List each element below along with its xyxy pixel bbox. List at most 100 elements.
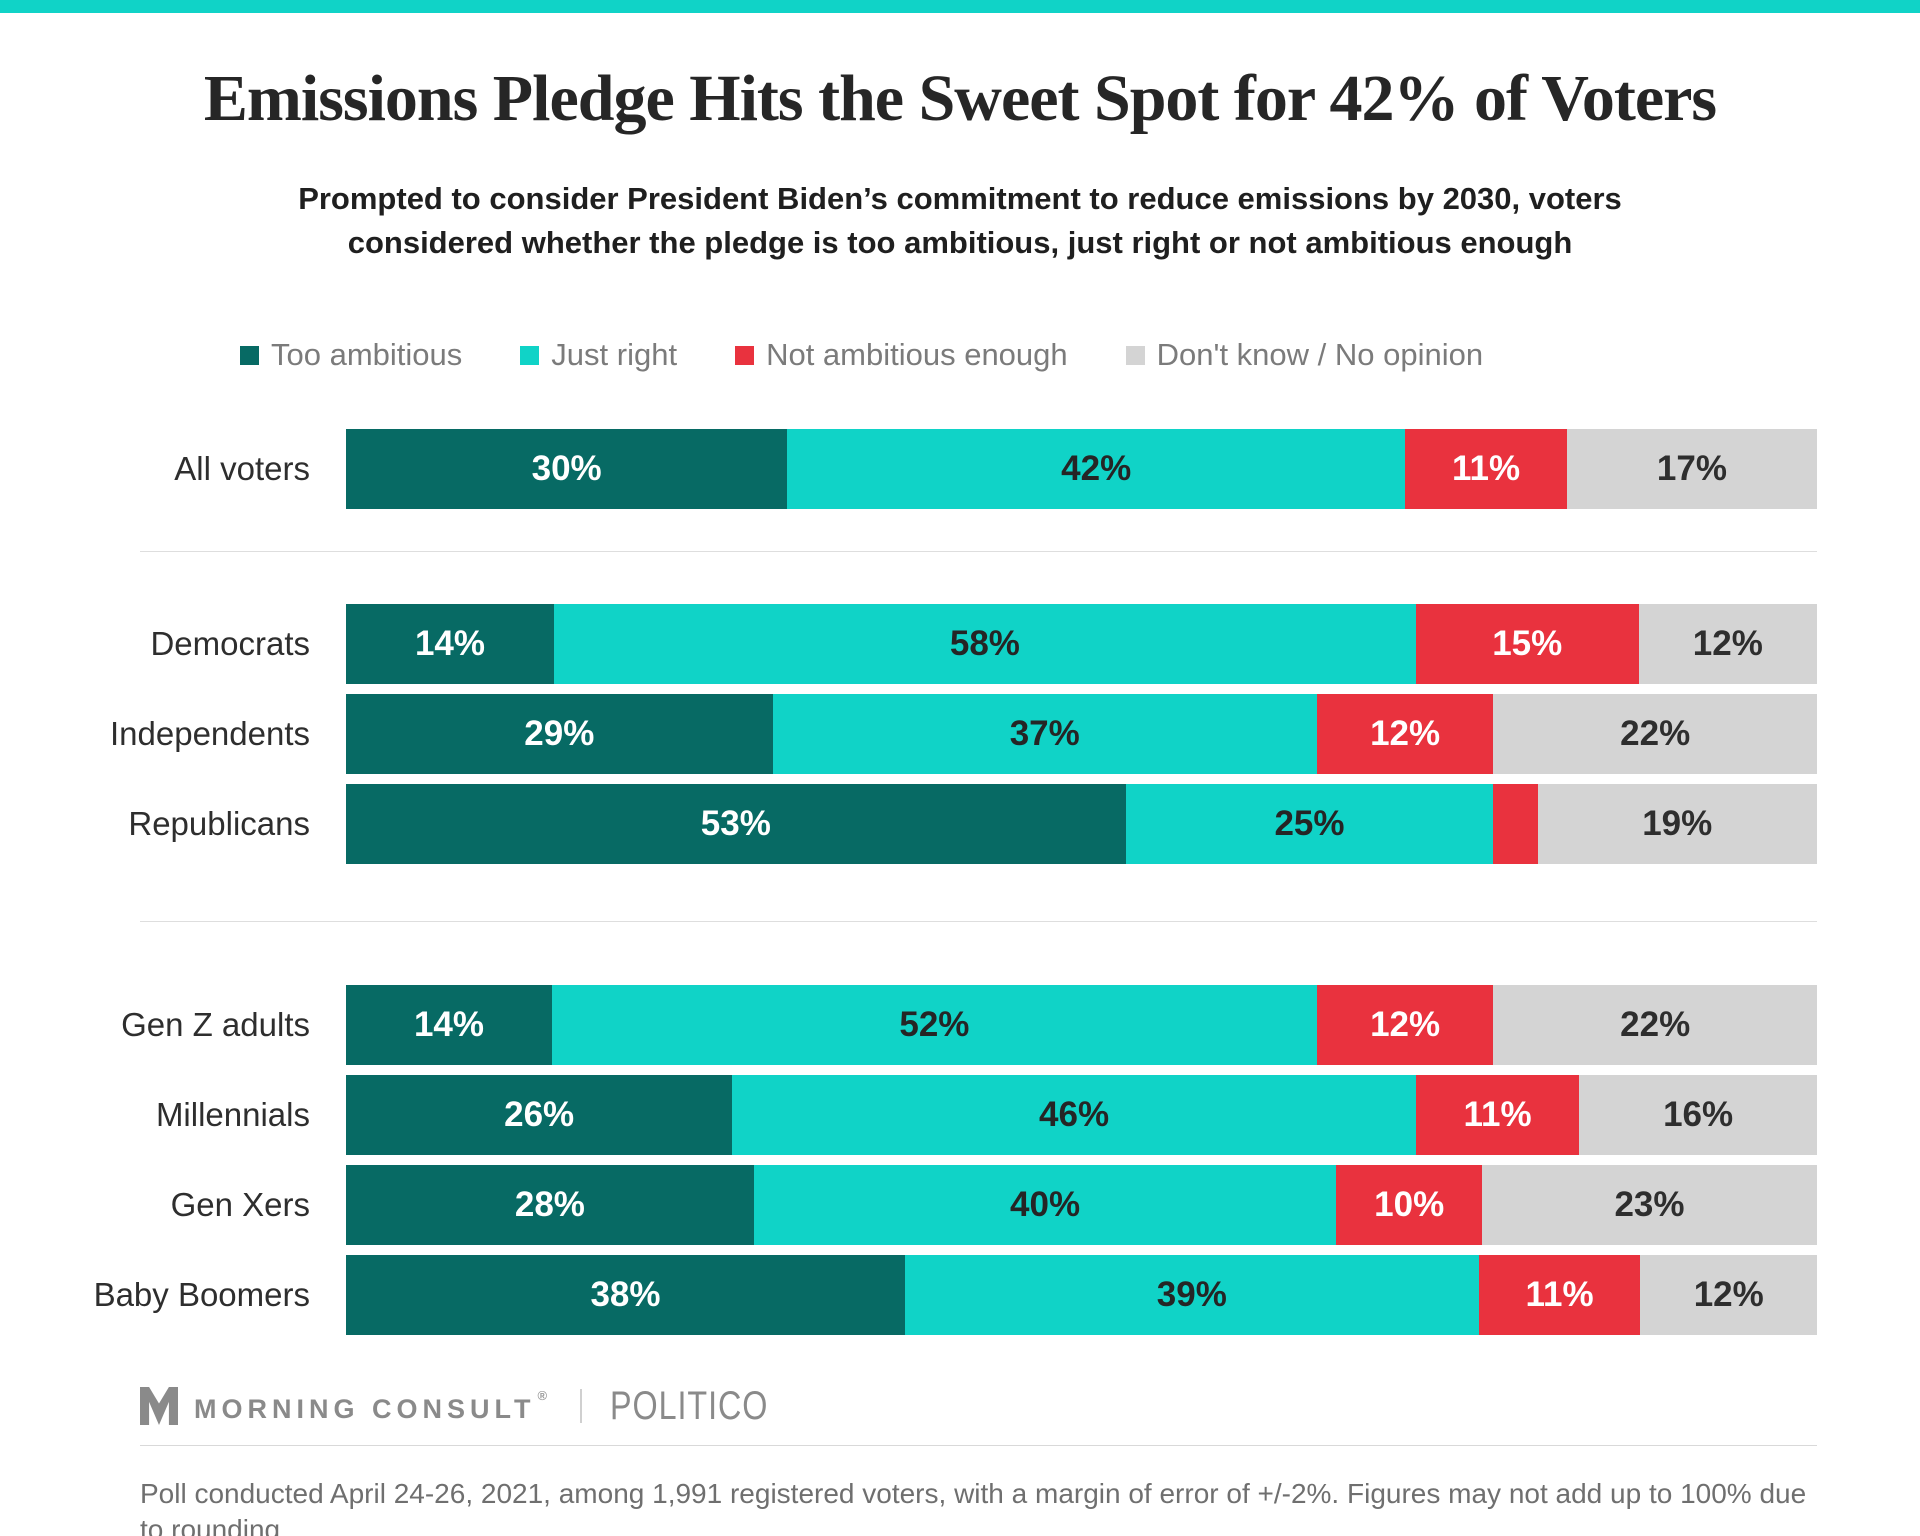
- bar-segment-not-ambitious-enough: 11%: [1405, 429, 1567, 509]
- bar-track: 14% 52% 12% 22%: [346, 985, 1817, 1065]
- bar-value-label: 58%: [949, 624, 1020, 663]
- legend-swatch-just-right: [520, 345, 540, 365]
- bar-value-label: 28%: [514, 1185, 585, 1224]
- footer-divider: [140, 1445, 1817, 1446]
- legend-swatch-too-ambitious: [240, 345, 259, 365]
- brand-divider: [580, 1389, 583, 1423]
- chart-title: Emissions Pledge Hits the Sweet Spot for…: [203, 62, 1717, 135]
- bar-value-label: 12%: [1370, 1005, 1441, 1044]
- bar-value-label: 26%: [504, 1095, 575, 1134]
- bar-segment-just-right: 52%: [551, 985, 1317, 1065]
- bar-track: 30% 42% 11% 17%: [346, 429, 1817, 509]
- chart-row-republicans: Republicans 53% 25% 19%: [0, 784, 1817, 864]
- bar-value-label: 14%: [413, 1005, 484, 1044]
- bar-value-label: 11%: [1525, 1275, 1594, 1314]
- bar-value-label: 30%: [531, 449, 602, 488]
- bar-value-label: 22%: [1620, 714, 1691, 753]
- bar-track: 53% 25% 19%: [346, 784, 1817, 864]
- bar-value-label: 11%: [1451, 449, 1521, 488]
- row-label: Baby Boomers: [93, 1276, 310, 1313]
- morning-consult-logo-icon: [140, 1387, 178, 1425]
- stacked-bar-chart: All voters 30% 42% 11% 17% Democrats 14% 58% 15%…: [0, 429, 1920, 1335]
- bar-group-party: Democrats 14% 58% 15% 12% Independents 29% 37% 1…: [0, 604, 1817, 864]
- bar-value-label: 37%: [1009, 714, 1080, 753]
- row-label: Gen Xers: [170, 1186, 310, 1223]
- legend-label: Not ambitious enough: [766, 337, 1068, 372]
- bar-segment-don-t-know-no-opinion: 17%: [1566, 429, 1817, 509]
- bar-value-label: 40%: [1010, 1185, 1081, 1224]
- bar-value-label: 12%: [1692, 624, 1763, 663]
- legend-item-too-ambitious: Too ambitious: [240, 337, 462, 373]
- politico-wordmark: POLITICO: [610, 1382, 769, 1428]
- bar-value-label: 52%: [899, 1005, 970, 1044]
- morning-consult-wordmark-text: MORNING CONSULT: [194, 1393, 536, 1424]
- legend-item-don-t-know-no-opinion: Don't know / No opinion: [1125, 337, 1484, 373]
- bar-value-label: 23%: [1614, 1185, 1685, 1224]
- bar-value-label: 12%: [1370, 714, 1441, 753]
- chart-row-all-voters: All voters 30% 42% 11% 17%: [0, 429, 1817, 509]
- bar-segment-not-ambitious-enough: 11%: [1478, 1255, 1641, 1335]
- chart-row-independents: Independents 29% 37% 12% 22%: [0, 694, 1817, 774]
- bar-segment-too-ambitious: 26%: [346, 1075, 733, 1155]
- bar-track: 14% 58% 15% 12%: [346, 604, 1817, 684]
- bar-segment-too-ambitious: 29%: [346, 694, 773, 774]
- chart-row-gen-xers: Gen Xers 28% 40% 10% 23%: [0, 1165, 1817, 1245]
- bar-segment-just-right: 37%: [772, 694, 1317, 774]
- row-label: Democrats: [150, 625, 310, 662]
- group-separator: [140, 921, 1817, 922]
- bar-segment-don-t-know-no-opinion: 12%: [1638, 604, 1817, 684]
- bar-segment-just-right: 39%: [904, 1255, 1479, 1335]
- bar-segment-don-t-know-no-opinion: 12%: [1640, 1255, 1817, 1335]
- bar-value-label: 25%: [1274, 804, 1345, 843]
- subtitle-line-2: considered whether the pledge is too amb…: [347, 225, 1573, 260]
- row-label: Millennials: [155, 1096, 310, 1133]
- bar-group-overall: All voters 30% 42% 11% 17%: [0, 429, 1817, 509]
- morning-consult-wordmark: MORNING CONSULT ®: [194, 1388, 552, 1425]
- legend: Too ambitious Just right Not ambitious eno…: [240, 337, 1920, 373]
- bar-segment-don-t-know-no-opinion: 22%: [1493, 694, 1817, 774]
- subtitle-line-1: Prompted to consider President Biden’s c…: [298, 181, 1622, 216]
- row-label: Gen Z adults: [121, 1006, 310, 1043]
- bar-segment-not-ambitious-enough: 12%: [1316, 985, 1494, 1065]
- accent-bar: [0, 0, 1920, 13]
- bar-value-label: 11%: [1463, 1095, 1532, 1134]
- bar-value-label: 10%: [1374, 1185, 1445, 1224]
- bar-segment-don-t-know-no-opinion: 22%: [1493, 985, 1817, 1065]
- bar-value-label: 42%: [1061, 449, 1132, 488]
- bar-segment-too-ambitious: 14%: [346, 985, 552, 1065]
- bar-segment-not-ambitious-enough: 11%: [1415, 1075, 1580, 1155]
- bar-segment-too-ambitious: 53%: [346, 784, 1126, 864]
- chart-row-gen-z-adults: Gen Z adults 14% 52% 12% 22%: [0, 985, 1817, 1065]
- chart-row-democrats: Democrats 14% 58% 15% 12%: [0, 604, 1817, 684]
- bar-value-label: 19%: [1642, 804, 1713, 843]
- bar-segment-too-ambitious: 14%: [346, 604, 555, 684]
- legend-swatch-don-t-know-no-opinion: [1125, 345, 1145, 365]
- bar-track: 29% 37% 12% 22%: [346, 694, 1817, 774]
- footnote: Poll conducted April 24-26, 2021, among …: [140, 1478, 1807, 1536]
- bar-value-label: 14%: [414, 624, 486, 663]
- bar-track: 38% 39% 11% 12%: [346, 1255, 1817, 1335]
- bar-segment-just-right: 40%: [753, 1165, 1337, 1245]
- bar-value-label: 17%: [1656, 449, 1727, 488]
- group-separator: [140, 551, 1817, 552]
- legend-label: Just right: [551, 337, 678, 372]
- chart-row-millennials: Millennials 26% 46% 11% 16%: [0, 1075, 1817, 1155]
- legend-label: Don't know / No opinion: [1156, 337, 1484, 372]
- bar-value-label: 12%: [1693, 1275, 1764, 1314]
- legend-swatch-not-ambitious-enough: [735, 345, 755, 365]
- legend-label: Too ambitious: [271, 337, 463, 372]
- brand-row: MORNING CONSULT ® POLITICO: [140, 1382, 1817, 1428]
- footer: MORNING CONSULT ® POLITICO Poll conducted…: [140, 1382, 1817, 1536]
- row-label: Independents: [109, 715, 310, 752]
- bar-segment-don-t-know-no-opinion: 23%: [1482, 1165, 1817, 1245]
- row-label: All voters: [174, 450, 310, 487]
- bar-value-label: 46%: [1039, 1095, 1110, 1134]
- bar-segment-not-ambitious-enough: 15%: [1415, 604, 1639, 684]
- registered-mark: ®: [537, 1387, 553, 1403]
- bar-segment-just-right: 46%: [732, 1075, 1416, 1155]
- bar-segment-don-t-know-no-opinion: 16%: [1579, 1075, 1817, 1155]
- bar-track: 26% 46% 11% 16%: [346, 1075, 1817, 1155]
- bar-segment-just-right: 42%: [787, 429, 1406, 509]
- bar-value-label: 39%: [1156, 1275, 1227, 1314]
